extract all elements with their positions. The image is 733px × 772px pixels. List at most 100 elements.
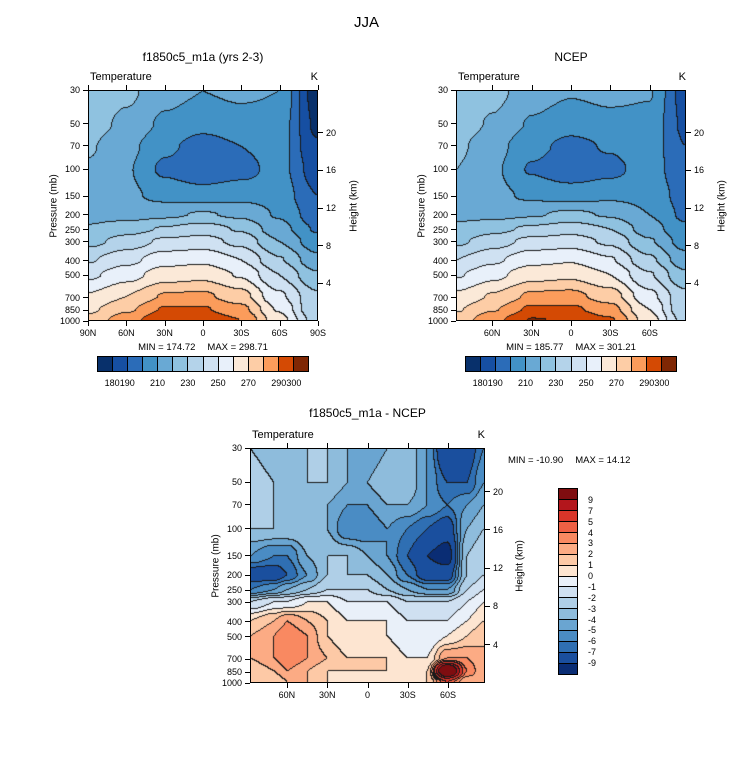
height-tick-mark (686, 169, 691, 171)
pressure-tick-label: 70 (69, 140, 80, 151)
colorbar-segment (541, 357, 557, 371)
pressure-tick-label: 300 (64, 236, 80, 247)
contour-canvas (457, 91, 685, 320)
pressure-tick-label: 100 (432, 164, 448, 175)
pressure-tick-label: 700 (432, 292, 448, 303)
pressure-tick-label: 250 (226, 585, 242, 596)
colorbar-segment (559, 587, 577, 599)
latitude-tick-label: 30N (318, 690, 336, 700)
pressure-tick-label: 30 (437, 85, 448, 95)
colorbar-segment (556, 357, 572, 371)
colorbar-segment (511, 357, 527, 371)
latitude-tick-label: 90N (79, 328, 97, 338)
height-tick-mark (686, 207, 691, 209)
diff-colorbar-label: -1 (588, 581, 597, 592)
stats-line: MIN = 185.77 MAX = 301.21 (456, 342, 686, 353)
units-label: K (477, 429, 485, 441)
colorbar-segment (559, 543, 577, 555)
latitude-tick-label: 0 (200, 328, 206, 338)
pressure-tick-label: 400 (432, 255, 448, 266)
colorbar-tick-label: 180 (104, 378, 120, 388)
pressure-tick-label: 70 (437, 140, 448, 151)
height-tick-mark (686, 282, 691, 284)
y2-axis-label: Height (km) (514, 540, 526, 592)
pressure-tick-label: 200 (64, 209, 80, 220)
colorbar-segment (559, 532, 577, 544)
pressure-tick-label: 850 (432, 305, 448, 316)
diff-colorbar-label: 5 (588, 516, 594, 527)
pressure-tick-label: 700 (226, 654, 242, 665)
diff-colorbar-label: -5 (588, 625, 597, 636)
latitude-tick-label: 60S (440, 690, 457, 700)
min-value: MIN = 185.77 (506, 342, 564, 353)
field-label: Temperature (252, 429, 314, 441)
pressure-tick-label: 1000 (221, 678, 242, 688)
latitude-tick-label: 60N (278, 690, 296, 700)
height-tick-mark (485, 605, 490, 607)
height-tick-mark (318, 132, 323, 134)
difference-colorbar-labels: 9 7 5 4 3 2 1 0 -1 -2 -3 -4 -5 -6 -7 -9 (584, 488, 614, 675)
colorbar-segment (559, 565, 577, 577)
height-tick-mark (485, 567, 490, 569)
pressure-tick-label: 1000 (427, 316, 448, 326)
colorbar-tick-label: 290 (271, 378, 287, 388)
latitude-tick-mark (318, 321, 319, 326)
colorbar-segment (481, 357, 497, 371)
height-tick-mark (318, 245, 323, 247)
temperature-colorbar (97, 356, 309, 372)
height-tick-mark (318, 207, 323, 209)
colorbar-segment (559, 598, 577, 610)
latitude-tick-label: 60N (483, 328, 501, 338)
min-value: MIN = -10.90 (508, 455, 564, 466)
colorbar-segment (559, 620, 577, 632)
colorbar-segment (559, 609, 577, 621)
colorbar-segment (233, 357, 249, 371)
contour-canvas (251, 449, 484, 682)
latitude-tick-mark (88, 321, 89, 326)
height-tick-label: 8 (694, 240, 700, 251)
latitude-tick-mark (492, 321, 494, 326)
latitude-tick-label: 0 (568, 328, 574, 338)
height-tick-label: 20 (493, 486, 504, 497)
pressure-tick-label: 100 (64, 164, 80, 175)
pressure-tick-label: 500 (226, 631, 242, 642)
field-label: Temperature (458, 71, 520, 83)
diff-colorbar-label: 1 (588, 560, 594, 571)
page-title: JJA (353, 14, 379, 31)
height-tick-label: 4 (694, 278, 700, 289)
pressure-tick-label: 50 (437, 118, 448, 129)
colorbar-tick-label: 190 (487, 378, 503, 388)
colorbar-segment (173, 357, 189, 371)
latitude-tick-label: 30N (523, 328, 540, 338)
pressure-tick-label: 200 (432, 209, 448, 220)
latitude-tick-mark (531, 321, 533, 326)
pressure-tick-label: 1000 (59, 316, 80, 326)
difference-colorbar (558, 488, 578, 675)
latitude-tick-label: 60S (271, 328, 288, 338)
panel-title: f1850c5_m1a (yrs 2-3) (142, 50, 264, 64)
colorbar-segment (143, 357, 159, 371)
pressure-tick-label: 250 (432, 224, 448, 235)
height-tick-label: 12 (326, 203, 337, 214)
panel-title: f1850c5_m1a - NCEP (309, 406, 426, 420)
colorbar-segment (263, 357, 279, 371)
height-tick-label: 16 (493, 524, 504, 535)
colorbar-segment (662, 357, 677, 371)
colorbar-segment (158, 357, 174, 371)
pressure-tick-label: 50 (231, 477, 242, 488)
diff-colorbar-label: 9 (588, 494, 594, 505)
colorbar-segment (559, 521, 577, 533)
colorbar-tick-label: 300 (286, 378, 302, 388)
colorbar-segment (559, 510, 577, 522)
colorbar-segment (559, 554, 577, 566)
field-label: Temperature (90, 71, 152, 83)
stats-line: MIN = 174.72 MAX = 298.71 (88, 342, 318, 353)
plot-area (88, 90, 318, 321)
latitude-tick-label: 90S (309, 328, 326, 338)
colorbar-segment (559, 576, 577, 588)
latitude-tick-mark (203, 321, 204, 326)
height-tick-label: 12 (493, 563, 504, 574)
diff-colorbar-label: 3 (588, 538, 594, 549)
colorbar-labels: 180 190 210 230 250 270 290 300 (465, 378, 677, 390)
